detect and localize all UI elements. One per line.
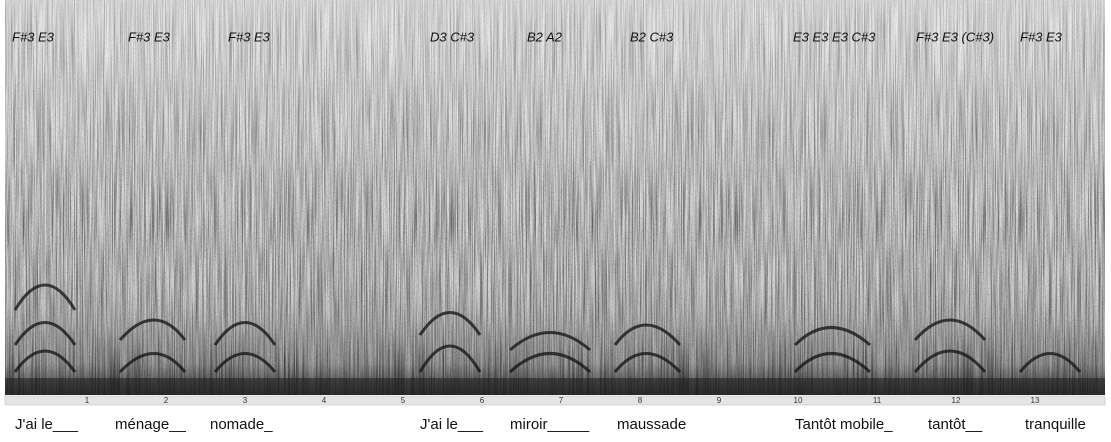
note-labels: F#3 E3 F#3 E3 F#3 E3 D3 C#3 B2 A2 B2 C#3 E3 E3… [12,29,1063,44]
time-tick-label: 12 [952,396,961,405]
note-label: B2 A2 [527,29,563,44]
note-label: F#3 E3 (C#3) [916,29,994,44]
note-label: D3 C#3 [430,29,475,44]
lyric-label: tantôt__ [928,416,983,433]
lyric-label: J'ai le___ [15,416,79,433]
time-tick-label: 3 [243,396,248,405]
time-tick-label: 2 [164,396,169,405]
lyric-label: maussade [617,416,686,433]
note-label: F#3 E3 [12,29,55,44]
time-tick-label: 1 [85,396,90,405]
lyric-labels: J'ai le___ ménage__ nomade_ J'ai le___ miroi… [15,416,1086,433]
spectrogram [5,0,1105,395]
time-tick-label: 13 [1031,396,1040,405]
note-label: B2 C#3 [630,29,674,44]
lyric-label: miroir_____ [510,416,590,433]
time-tick-label: 8 [638,396,643,405]
time-tick-label: 6 [480,396,485,405]
note-label: E3 E3 E3 C#3 [793,29,876,44]
note-label: F#3 E3 [228,29,271,44]
time-tick-label: 10 [794,396,803,405]
time-axis [4,395,1106,406]
lyric-label: tranquille [1025,416,1086,433]
lyric-label: J'ai le___ [420,416,484,433]
time-tick-label: 11 [873,396,882,405]
lyric-label: Tantôt mobile_ [795,416,893,433]
time-tick-label: 9 [717,396,722,405]
note-label: F#3 E3 [128,29,171,44]
note-label: F#3 E3 [1020,29,1063,44]
time-tick-label: 4 [322,396,327,405]
time-tick-label: 7 [559,396,564,405]
time-ticks: 1 2 3 4 5 6 7 8 9 10 11 12 13 [85,396,1040,405]
time-tick-label: 5 [401,396,406,405]
lyric-label: nomade_ [210,416,273,433]
lyric-label: ménage__ [115,416,187,433]
